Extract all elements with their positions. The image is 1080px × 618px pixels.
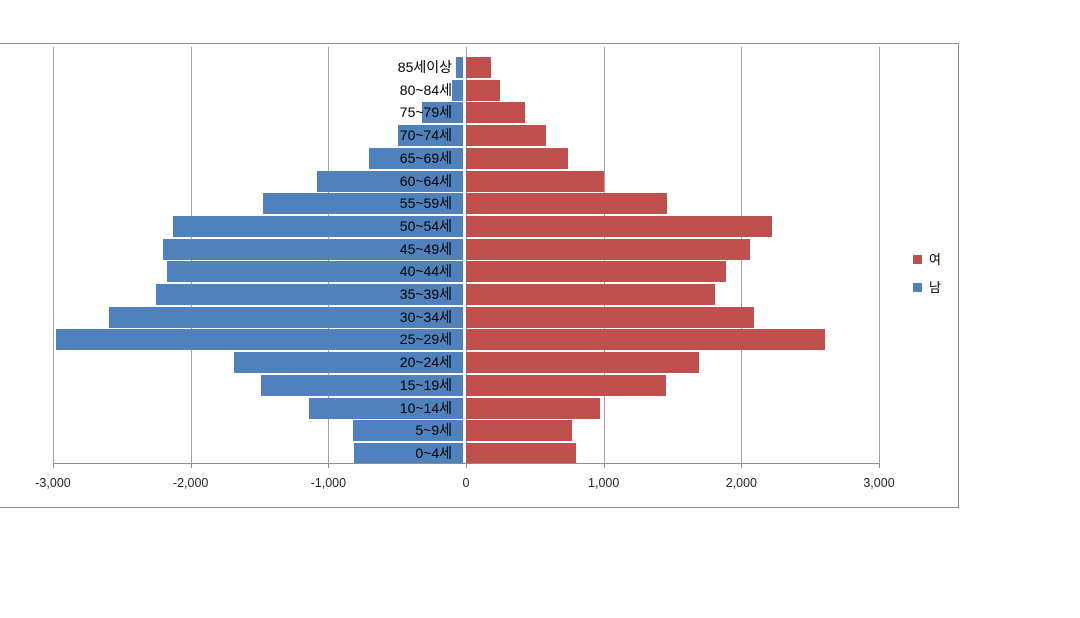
x-axis-tick	[53, 463, 54, 468]
male-bar	[156, 284, 463, 305]
female-bar	[466, 147, 568, 169]
male-bar	[317, 170, 463, 192]
legend-item: 여	[913, 253, 941, 266]
x-axis-tick	[466, 463, 467, 468]
x-axis-tick-label: -3,000	[35, 476, 71, 490]
female-bar	[466, 284, 716, 305]
female-bar	[466, 170, 604, 192]
x-axis-tick-label: 2,000	[725, 476, 757, 490]
legend-color-swatch	[913, 255, 922, 264]
male-bar	[263, 193, 463, 215]
age-group-label: 35~39세	[399, 286, 452, 302]
male-bar	[398, 125, 463, 147]
age-group-label: 75~79세	[399, 104, 452, 121]
female-bar	[466, 261, 727, 283]
x-axis-tick-label: -1,000	[310, 476, 347, 490]
male-bar	[55, 329, 463, 351]
age-group-label: 60~64세	[399, 172, 452, 189]
female-bar	[466, 215, 772, 237]
female-bar	[466, 329, 826, 351]
age-group-label: 30~34세	[399, 308, 452, 325]
male-bar	[456, 57, 463, 78]
legend-color-swatch	[913, 283, 922, 292]
legend-label: 여	[929, 252, 941, 267]
female-bar	[466, 352, 699, 374]
female-bar	[466, 442, 577, 464]
male-bar	[354, 442, 463, 464]
male-bar	[451, 79, 463, 101]
age-group-label: 0~4세	[415, 444, 452, 461]
male-bar	[352, 420, 463, 442]
female-bar	[466, 102, 526, 124]
x-axis-tick	[879, 463, 880, 468]
male-bar	[162, 238, 463, 260]
legend-label: 남	[929, 280, 941, 295]
female-bar	[466, 57, 491, 78]
age-group-label: 70~74세	[399, 127, 452, 144]
x-axis-tick	[190, 463, 192, 468]
male-bar	[308, 397, 463, 419]
x-axis-tick-label: -2,000	[172, 476, 209, 490]
x-axis-tick	[603, 463, 605, 468]
x-axis-tick-label: 1,000	[588, 476, 620, 490]
male-bar	[234, 352, 463, 374]
female-bar	[466, 79, 501, 101]
male-bar	[260, 374, 463, 396]
x-axis-tick-label: 0	[462, 476, 470, 490]
age-group-label: 20~24세	[399, 354, 452, 371]
female-bar	[466, 374, 666, 396]
age-group-label: 65~69세	[399, 149, 452, 166]
male-bar	[109, 306, 463, 328]
gridline	[879, 47, 880, 463]
female-bar	[466, 397, 600, 419]
female-bar	[466, 125, 546, 147]
age-group-label: 25~29세	[399, 331, 452, 348]
female-bar	[466, 306, 754, 328]
male-bar	[421, 102, 463, 124]
age-group-label: 40~44세	[399, 263, 452, 280]
gridline	[53, 47, 54, 463]
x-axis-tick-label: 3,000	[863, 476, 895, 490]
age-group-label: 10~14세	[399, 399, 452, 416]
age-group-label: 45~49세	[399, 240, 452, 257]
age-group-label: 50~54세	[399, 217, 452, 234]
female-bar	[466, 238, 750, 260]
male-bar	[172, 215, 463, 237]
age-group-label: 80~84세	[399, 81, 452, 98]
male-bar	[167, 261, 463, 283]
female-bar	[466, 420, 572, 442]
legend-item: 남	[913, 281, 941, 294]
male-bar	[369, 147, 463, 169]
x-axis-tick	[328, 463, 330, 468]
age-group-label: 85세이상	[397, 59, 452, 75]
x-axis-tick	[741, 463, 743, 468]
age-group-label: 55~59세	[399, 195, 452, 212]
female-bar	[466, 193, 667, 215]
age-group-label: 15~19세	[399, 376, 452, 393]
age-group-label: 5~9세	[415, 422, 452, 439]
